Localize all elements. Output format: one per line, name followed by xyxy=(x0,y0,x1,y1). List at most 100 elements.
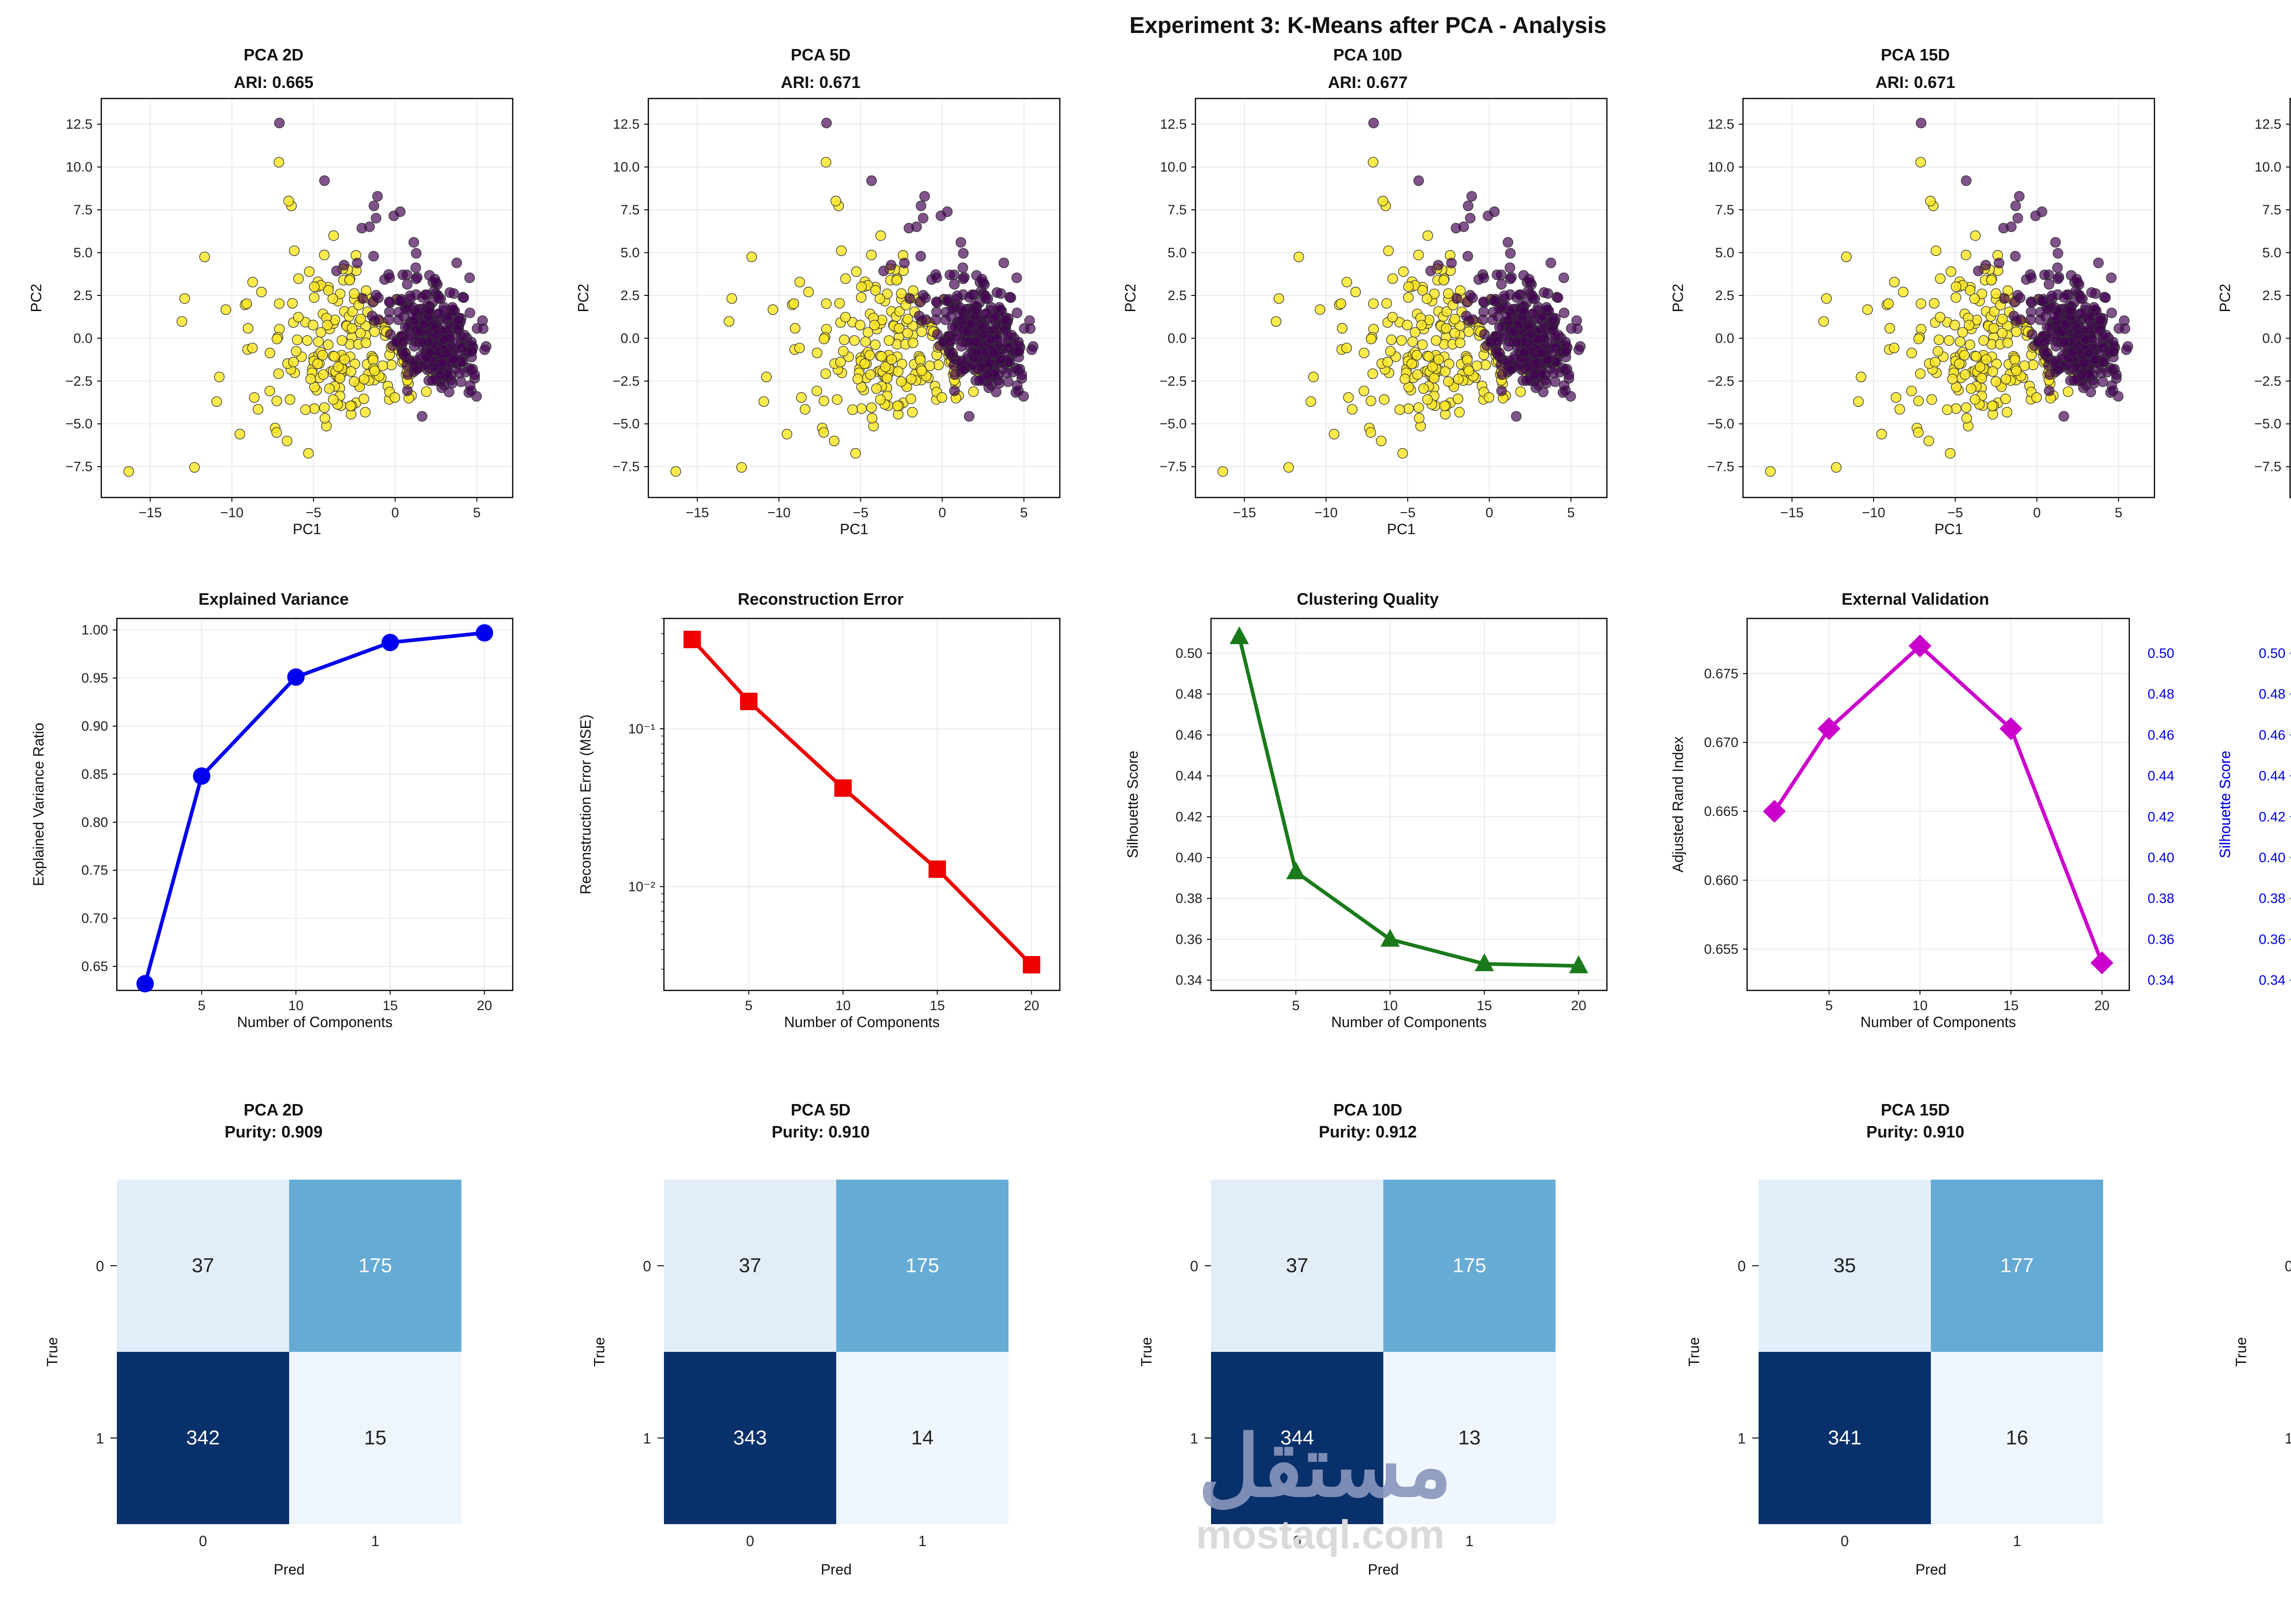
svg-text:15: 15 xyxy=(2003,998,2018,1013)
svg-text:5: 5 xyxy=(1825,998,1833,1013)
svg-text:0: 0 xyxy=(746,1533,754,1549)
svg-text:True: True xyxy=(591,1337,608,1367)
svg-text:0: 0 xyxy=(938,505,946,520)
svg-text:0.34: 0.34 xyxy=(2258,973,2285,988)
svg-text:Purity: 0.912: Purity: 0.912 xyxy=(1319,1122,1417,1141)
svg-text:2.5: 2.5 xyxy=(620,288,640,303)
svg-text:Pred: Pred xyxy=(821,1561,852,1578)
svg-text:−10: −10 xyxy=(220,505,244,520)
svg-text:20: 20 xyxy=(1024,998,1039,1013)
svg-text:0.44: 0.44 xyxy=(1176,769,1202,784)
svg-text:0.48: 0.48 xyxy=(1176,687,1202,702)
svg-text:10: 10 xyxy=(288,998,303,1013)
svg-text:0: 0 xyxy=(391,505,399,520)
svg-text:ARI: 0.671: ARI: 0.671 xyxy=(1875,73,1955,92)
svg-text:Silhouette Score: Silhouette Score xyxy=(1124,751,1141,858)
svg-text:0.0: 0.0 xyxy=(1168,331,1187,346)
svg-text:13: 13 xyxy=(1458,1427,1481,1449)
svg-text:PC2: PC2 xyxy=(1670,284,1686,312)
svg-text:0.95: 0.95 xyxy=(82,671,108,686)
svg-text:175: 175 xyxy=(1453,1254,1486,1277)
svg-text:Pred: Pred xyxy=(1368,1561,1399,1578)
svg-text:2.5: 2.5 xyxy=(1715,288,1734,303)
svg-text:−2.5: −2.5 xyxy=(1707,374,1734,389)
svg-text:Purity: 0.910: Purity: 0.910 xyxy=(772,1122,870,1141)
svg-text:0: 0 xyxy=(96,1258,104,1274)
svg-text:0.38: 0.38 xyxy=(2148,891,2174,906)
svg-text:0.50: 0.50 xyxy=(2148,646,2174,661)
svg-text:0.65: 0.65 xyxy=(82,959,108,974)
svg-text:0.90: 0.90 xyxy=(82,719,108,734)
svg-text:−5: −5 xyxy=(853,505,868,520)
svg-text:PCA 15D: PCA 15D xyxy=(1880,1100,1950,1119)
svg-text:Number of Components: Number of Components xyxy=(1332,1014,1487,1030)
svg-text:PC1: PC1 xyxy=(293,521,321,537)
svg-text:PCA 2D: PCA 2D xyxy=(244,1100,304,1119)
svg-text:1: 1 xyxy=(918,1533,926,1549)
svg-text:Explained Variance Ratio: Explained Variance Ratio xyxy=(30,723,47,886)
svg-text:342: 342 xyxy=(186,1427,219,1449)
svg-text:Reconstruction Error: Reconstruction Error xyxy=(738,590,904,608)
svg-text:−10: −10 xyxy=(1315,505,1338,520)
svg-text:−15: −15 xyxy=(138,505,162,520)
svg-text:10.0: 10.0 xyxy=(1160,160,1187,175)
svg-text:−7.5: −7.5 xyxy=(613,459,640,475)
svg-text:0.0: 0.0 xyxy=(73,331,93,346)
svg-text:1: 1 xyxy=(2285,1430,2291,1447)
svg-text:0: 0 xyxy=(1485,505,1493,520)
svg-text:External Validation: External Validation xyxy=(1842,590,1989,608)
svg-text:12.5: 12.5 xyxy=(1160,117,1187,132)
svg-text:−2.5: −2.5 xyxy=(2254,374,2281,389)
svg-text:True: True xyxy=(1686,1337,1702,1367)
svg-text:5: 5 xyxy=(1568,505,1575,520)
svg-text:20: 20 xyxy=(1571,998,1586,1013)
svg-text:10.0: 10.0 xyxy=(66,160,93,175)
svg-text:12.5: 12.5 xyxy=(613,117,640,132)
svg-text:14: 14 xyxy=(911,1427,934,1449)
svg-text:175: 175 xyxy=(358,1254,392,1277)
svg-text:7.5: 7.5 xyxy=(1168,202,1187,218)
svg-text:True: True xyxy=(44,1337,60,1367)
svg-text:PC1: PC1 xyxy=(1934,521,1962,537)
svg-text:10⁻¹: 10⁻¹ xyxy=(628,722,655,737)
svg-text:−7.5: −7.5 xyxy=(66,459,93,475)
svg-text:−5.0: −5.0 xyxy=(1707,416,1734,432)
svg-text:5: 5 xyxy=(1020,505,1028,520)
svg-text:True: True xyxy=(2233,1337,2249,1367)
svg-text:1: 1 xyxy=(643,1430,651,1447)
svg-text:1: 1 xyxy=(2013,1533,2021,1549)
svg-text:1.00: 1.00 xyxy=(82,623,108,638)
svg-text:0.40: 0.40 xyxy=(2148,850,2174,865)
svg-text:0.665: 0.665 xyxy=(1704,804,1738,819)
svg-text:0.75: 0.75 xyxy=(82,863,108,878)
svg-text:175: 175 xyxy=(905,1254,939,1277)
svg-text:PC2: PC2 xyxy=(1122,284,1139,312)
svg-text:Purity: 0.910: Purity: 0.910 xyxy=(1866,1122,1964,1141)
svg-text:5: 5 xyxy=(2115,505,2122,520)
svg-text:7.5: 7.5 xyxy=(620,202,640,218)
svg-text:0.660: 0.660 xyxy=(1704,873,1738,888)
svg-text:10: 10 xyxy=(835,998,850,1013)
svg-text:0.36: 0.36 xyxy=(2148,932,2174,947)
svg-text:0.42: 0.42 xyxy=(2258,809,2285,825)
svg-text:0.0: 0.0 xyxy=(620,331,640,346)
svg-text:10: 10 xyxy=(1383,998,1398,1013)
svg-text:0: 0 xyxy=(1190,1258,1199,1274)
svg-text:Reconstruction Error (MSE): Reconstruction Error (MSE) xyxy=(577,715,594,895)
svg-text:0.85: 0.85 xyxy=(82,767,108,782)
svg-text:0: 0 xyxy=(1737,1258,1746,1274)
svg-text:−2.5: −2.5 xyxy=(613,374,640,389)
svg-text:0.36: 0.36 xyxy=(1176,932,1202,947)
svg-text:10.0: 10.0 xyxy=(1707,160,1734,175)
svg-text:Number of Components: Number of Components xyxy=(784,1014,940,1030)
svg-text:20: 20 xyxy=(2094,998,2109,1013)
svg-text:15: 15 xyxy=(383,998,398,1013)
svg-text:5: 5 xyxy=(198,998,206,1013)
svg-text:−7.5: −7.5 xyxy=(2254,459,2281,475)
svg-text:Adjusted Rand Index: Adjusted Rand Index xyxy=(1670,737,1686,873)
svg-text:PCA 10D: PCA 10D xyxy=(1333,1100,1403,1119)
svg-text:0.46: 0.46 xyxy=(2148,727,2174,743)
svg-text:PCA 2D: PCA 2D xyxy=(244,45,304,64)
svg-text:1: 1 xyxy=(1737,1430,1746,1447)
svg-text:0.44: 0.44 xyxy=(2148,769,2174,784)
